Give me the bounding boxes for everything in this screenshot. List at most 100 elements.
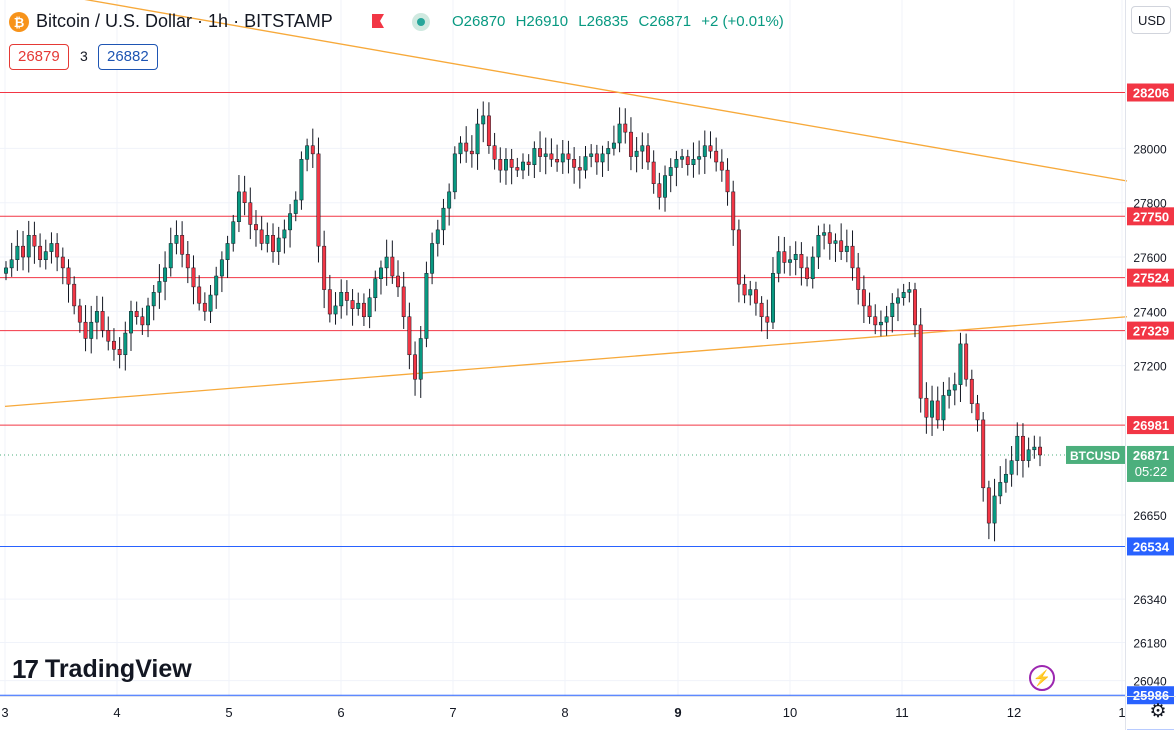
candle-body — [441, 207, 446, 231]
candle-body — [850, 245, 855, 269]
candle-body — [276, 237, 281, 252]
candle-body — [327, 289, 332, 315]
price-tick-label: 27200 — [1133, 360, 1167, 374]
candle-body — [572, 159, 577, 168]
candle-body — [702, 145, 707, 157]
candle-body — [361, 302, 366, 318]
candle-body — [560, 153, 565, 163]
candle-body — [765, 316, 770, 323]
candle-body — [481, 115, 486, 125]
candle-body — [129, 311, 133, 334]
candle-body — [714, 150, 719, 163]
candle-body — [469, 150, 474, 155]
tradingview-logo-text: TradingView — [44, 655, 192, 683]
candle-body — [208, 294, 213, 312]
candle-body — [969, 378, 974, 404]
candle-body — [106, 330, 111, 342]
candle-body — [748, 289, 753, 296]
candle-body — [504, 159, 508, 171]
candle-body — [231, 221, 236, 244]
candle-body — [117, 349, 122, 356]
gear-icon[interactable]: ⚙ — [1149, 701, 1167, 722]
level-label: 25986 — [1133, 688, 1169, 703]
candle-body — [254, 224, 258, 231]
candle-body — [447, 191, 452, 209]
candle-body — [736, 229, 741, 285]
candle-body — [55, 243, 60, 258]
candle-body — [668, 167, 673, 176]
candle-body — [492, 145, 497, 160]
candle-body — [316, 153, 321, 247]
spread-value: 3 — [80, 48, 88, 64]
symbol-title[interactable]: Bitcoin / U.S. Dollar · 1h · BITSTAMP — [36, 11, 333, 31]
level-label: 27329 — [1133, 324, 1169, 339]
candle-body — [617, 123, 622, 144]
buy-price-button[interactable]: 26882 — [98, 44, 158, 70]
candle-body — [1026, 449, 1031, 461]
bitcoin-icon: ₿ — [9, 12, 29, 32]
candle-body — [691, 159, 696, 165]
candle-body — [594, 153, 599, 163]
candle-body — [981, 419, 986, 489]
candle-body — [1015, 435, 1020, 461]
candle-body — [293, 199, 298, 214]
candle-body — [674, 159, 679, 168]
candle-body — [401, 286, 406, 318]
flag-icon[interactable] — [370, 13, 386, 29]
tradingview-logo[interactable]: 17 TradingView — [12, 654, 192, 685]
candle-body — [310, 145, 315, 155]
last-price-box — [1127, 445, 1174, 482]
candle-body — [464, 142, 469, 152]
candle-body — [515, 167, 520, 171]
candle-body — [810, 256, 815, 279]
candle-body — [640, 145, 645, 152]
candle-body — [236, 191, 241, 222]
candle-body — [339, 292, 344, 307]
sell-price-button[interactable]: 26879 — [9, 44, 69, 70]
candle-body — [271, 235, 275, 252]
candle-body — [373, 278, 378, 299]
candle-body — [413, 354, 418, 380]
trendline — [4, 316, 1128, 408]
symbol-label: BTCUSD — [1070, 449, 1120, 463]
candle-body — [202, 302, 207, 312]
candle-body — [833, 240, 838, 244]
candle-body — [611, 142, 616, 149]
candle-body — [538, 148, 542, 157]
candle-body — [9, 259, 14, 269]
candle-body — [1021, 435, 1025, 461]
candle-body — [975, 403, 980, 421]
candle-body — [32, 235, 37, 247]
candle-body — [299, 159, 304, 201]
currency-select[interactable]: USD — [1131, 6, 1171, 34]
candle-body — [49, 243, 54, 252]
trendlines — [4, 0, 1128, 408]
lightning-icon[interactable]: ⚡ — [1029, 665, 1055, 691]
level-label-box — [1127, 83, 1174, 102]
level-label: 28206 — [1133, 86, 1169, 101]
time-tick-label: 11 — [895, 705, 909, 720]
candle-body — [197, 286, 202, 304]
candle-body — [805, 267, 810, 279]
candle-body — [651, 161, 656, 184]
candle-body — [43, 251, 48, 260]
candle-body — [168, 243, 173, 269]
candle-body — [191, 267, 196, 288]
candle-body — [719, 161, 724, 171]
candle-body — [793, 254, 798, 260]
chart-header: ₿ Bitcoin / U.S. Dollar · 1h · BITSTAMP … — [0, 0, 1125, 44]
candle-body — [583, 156, 588, 171]
candle-body — [60, 256, 65, 269]
candle-body — [111, 340, 116, 350]
candle-body — [475, 123, 480, 155]
candle-body — [21, 245, 25, 258]
candle-body — [952, 384, 957, 391]
candle-body — [771, 273, 775, 323]
candle-body — [123, 332, 128, 356]
level-label: 26534 — [1133, 539, 1170, 554]
candle-body — [1003, 473, 1008, 483]
candle-body — [424, 273, 429, 339]
time-tick-label: 5 — [225, 705, 232, 720]
candle-body — [913, 289, 917, 326]
